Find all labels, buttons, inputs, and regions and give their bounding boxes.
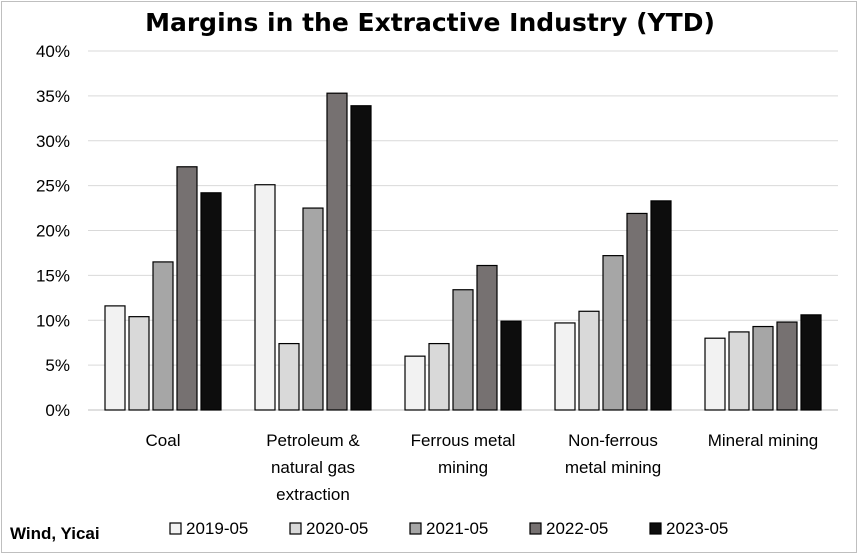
chart-title: Margins in the Extractive Industry (YTD) [145,8,715,37]
y-tick-label: 20% [36,222,70,241]
bar-2022-05 [776,321,798,411]
x-category-label: Mineral mining [708,431,819,450]
bar-2022-05 [326,92,348,411]
bar-2020-05 [428,342,450,411]
bar-2023-05 [650,200,672,411]
x-category-label: Ferrous metal mining [411,431,516,477]
legend-swatch-2021-05 [409,522,422,535]
bar-2019-05 [704,337,726,411]
bar-2019-05 [104,305,126,411]
legend-label: 2023-05 [666,519,728,538]
y-tick-label: 40% [36,42,70,61]
y-tick-label: 25% [36,177,70,196]
bar-2019-05 [404,355,426,411]
y-tick-label: 15% [36,266,70,285]
bar-2023-05 [500,320,522,411]
bar-2023-05 [350,105,372,411]
bar-2021-05 [602,255,624,411]
bar-2022-05 [176,166,198,411]
bar-2021-05 [152,261,174,411]
y-tick-label: 10% [36,311,70,330]
bar-2020-05 [728,331,750,411]
bar-2021-05 [752,325,774,411]
bar-2023-05 [200,192,222,411]
legend-label: 2021-05 [426,519,488,538]
x-category-label: Non-ferrous metal mining [565,431,661,477]
legend-label: 2019-05 [186,519,248,538]
source-label: Wind, Yicai [10,524,100,543]
x-category-label: Coal [146,431,181,450]
bar-2019-05 [254,184,276,411]
bar-2022-05 [476,264,498,411]
legend-swatch-2020-05 [289,522,302,535]
bar-2020-05 [278,342,300,411]
y-tick-label: 30% [36,132,70,151]
legend-swatch-2019-05 [169,522,182,535]
y-tick-label: 35% [36,87,70,106]
bar-2022-05 [626,212,648,411]
bar-2023-05 [800,314,822,411]
bar-2020-05 [578,310,600,411]
legend-swatch-2022-05 [529,522,542,535]
y-tick-label: 0% [45,401,70,420]
bar-2019-05 [554,322,576,411]
bar-2021-05 [452,289,474,411]
bar-2021-05 [302,207,324,411]
legend-label: 2022-05 [546,519,608,538]
legend-swatch-2023-05 [649,522,662,535]
bar-2020-05 [128,316,150,411]
x-category-label: Petroleum & natural gas extraction [266,431,360,504]
legend-label: 2020-05 [306,519,368,538]
y-tick-label: 5% [45,356,70,375]
